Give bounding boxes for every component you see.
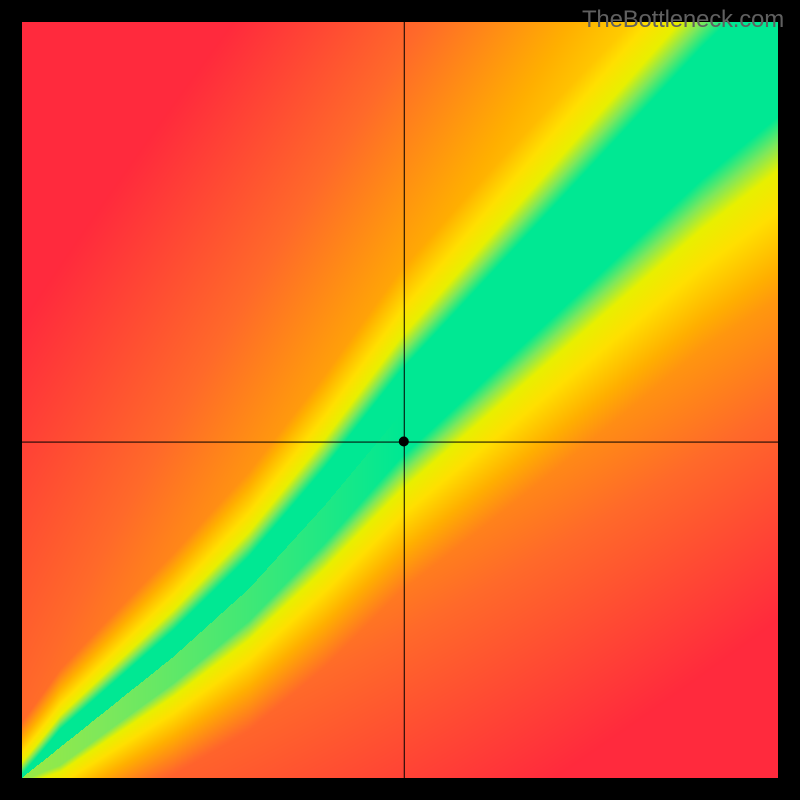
chart-container: TheBottleneck.com — [0, 0, 800, 800]
watermark-text: TheBottleneck.com — [582, 6, 784, 34]
bottleneck-heatmap — [0, 0, 800, 800]
